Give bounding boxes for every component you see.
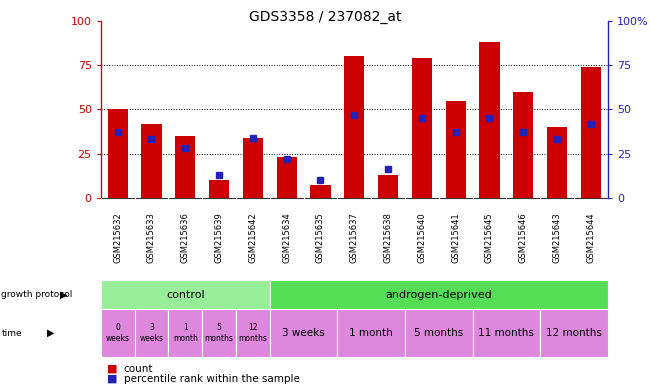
Text: 3
weeks: 3 weeks <box>140 323 163 343</box>
Text: GSM215645: GSM215645 <box>485 212 494 263</box>
Text: GSM215641: GSM215641 <box>451 212 460 263</box>
Text: GSM215642: GSM215642 <box>248 212 257 263</box>
Text: ■: ■ <box>107 374 118 384</box>
Bar <box>405 309 473 357</box>
Text: GSM215643: GSM215643 <box>552 212 562 263</box>
Text: GSM215635: GSM215635 <box>316 212 325 263</box>
Bar <box>270 309 337 357</box>
Bar <box>445 101 466 198</box>
Text: 0
weeks: 0 weeks <box>106 323 129 343</box>
Bar <box>202 309 236 357</box>
Bar <box>337 309 405 357</box>
Text: GSM215633: GSM215633 <box>147 212 156 263</box>
Text: ▶: ▶ <box>60 290 68 300</box>
Bar <box>242 138 263 198</box>
Bar <box>411 58 432 198</box>
Bar <box>310 185 331 198</box>
Text: 11 months: 11 months <box>478 328 534 338</box>
Text: ▶: ▶ <box>47 328 55 338</box>
Text: GSM215636: GSM215636 <box>181 212 190 263</box>
Bar <box>168 309 202 357</box>
Text: time: time <box>1 329 22 338</box>
Bar <box>540 309 608 357</box>
Text: GSM215640: GSM215640 <box>417 212 426 263</box>
Text: androgen-deprived: androgen-deprived <box>385 290 492 300</box>
Text: 3 weeks: 3 weeks <box>282 328 325 338</box>
Text: GDS3358 / 237082_at: GDS3358 / 237082_at <box>249 10 401 23</box>
Text: GSM215632: GSM215632 <box>113 212 122 263</box>
Bar <box>473 309 540 357</box>
Bar <box>513 92 534 198</box>
Text: 12
months: 12 months <box>239 323 267 343</box>
Bar <box>175 136 196 198</box>
Text: growth protocol: growth protocol <box>1 290 73 299</box>
Text: percentile rank within the sample: percentile rank within the sample <box>124 374 300 384</box>
Text: 1 month: 1 month <box>349 328 393 338</box>
Bar <box>107 109 128 198</box>
Text: ■: ■ <box>107 364 118 374</box>
Text: GSM215638: GSM215638 <box>384 212 393 263</box>
Text: 5 months: 5 months <box>414 328 463 338</box>
Bar <box>276 157 297 198</box>
Bar <box>141 124 162 198</box>
Bar <box>479 42 500 198</box>
Text: GSM215644: GSM215644 <box>586 212 595 263</box>
Bar <box>344 56 365 198</box>
Text: GSM215639: GSM215639 <box>214 212 224 263</box>
Text: GSM215646: GSM215646 <box>519 212 528 263</box>
Bar <box>209 180 229 198</box>
Bar <box>270 280 608 309</box>
Bar <box>135 309 168 357</box>
Text: 1
month: 1 month <box>173 323 198 343</box>
Bar <box>101 309 135 357</box>
Text: 5
months: 5 months <box>205 323 233 343</box>
Bar <box>378 175 398 198</box>
Text: count: count <box>124 364 153 374</box>
Bar <box>236 309 270 357</box>
Text: GSM215634: GSM215634 <box>282 212 291 263</box>
Bar <box>547 127 567 198</box>
Bar <box>101 280 270 309</box>
Text: GSM215637: GSM215637 <box>350 212 359 263</box>
Text: control: control <box>166 290 205 300</box>
Bar <box>580 67 601 198</box>
Text: 12 months: 12 months <box>546 328 602 338</box>
